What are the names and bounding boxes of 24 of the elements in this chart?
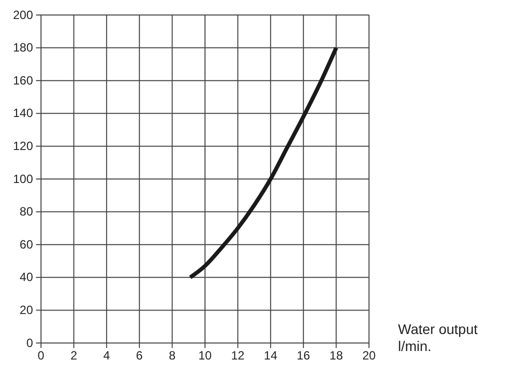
x-tick-label: 10 (198, 348, 212, 363)
x-tick-label: 20 (362, 348, 376, 363)
y-tick-label: 200 (12, 8, 34, 22)
x-tick-label: 16 (296, 348, 310, 363)
x-tick-label: 0 (38, 348, 45, 363)
y-tick-label: 0 (26, 336, 34, 350)
x-tick-label: 2 (70, 348, 78, 363)
y-tick-label: 20 (20, 303, 34, 318)
y-tick-label: 40 (20, 270, 34, 284)
y-tick-label: 80 (20, 204, 34, 219)
y-tick-label: 140 (12, 106, 34, 120)
x-tick-label: 8 (168, 348, 176, 363)
y-tick-label: 160 (12, 73, 34, 88)
x-tick-label: 6 (136, 348, 144, 363)
x-axis-title: Water output l/min. (398, 321, 478, 354)
x-tick-label: 4 (103, 348, 110, 363)
line-series (188, 46, 338, 280)
y-tick-label: 180 (12, 40, 34, 55)
y-tick-label: 60 (20, 237, 34, 252)
x-tick-label: 18 (330, 348, 344, 363)
y-tick-label: 120 (12, 139, 34, 154)
y-tick-label: 100 (12, 172, 34, 186)
x-tick-label: 14 (264, 348, 278, 363)
x-tick-label: 12 (231, 348, 245, 363)
